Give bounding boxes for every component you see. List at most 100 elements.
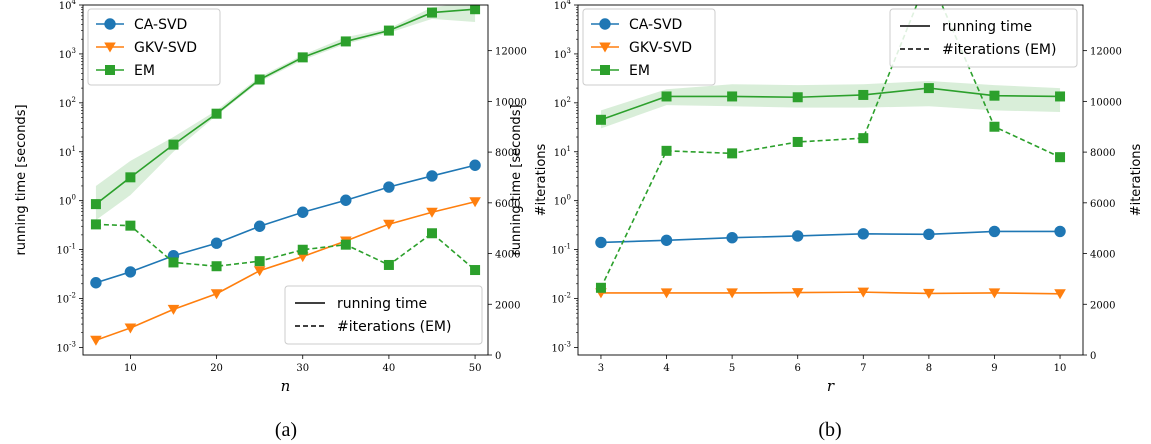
y2-tick-label: 0 <box>495 351 501 362</box>
data-point-2-4 <box>254 74 265 85</box>
data-point-0-0 <box>90 277 102 289</box>
y-tick-label: 10-2 <box>551 292 571 306</box>
data-point-2-7 <box>383 25 394 36</box>
y-tick-exponent: 4 <box>72 0 77 6</box>
panel-caption: (a) <box>275 419 297 441</box>
y2-tick-label: 6000 <box>495 199 520 210</box>
data-point-1-1 <box>124 323 137 334</box>
legend-series: CA-SVD GKV-SVD EM <box>87 8 221 86</box>
legend-marker <box>105 65 115 75</box>
x-tick-label: 6 <box>795 363 801 374</box>
legend-marker <box>600 65 610 75</box>
legend-marker <box>104 42 116 53</box>
x-tick-label: 4 <box>663 363 669 374</box>
series-line-2 <box>600 87 1061 121</box>
series-line-3 <box>95 223 476 271</box>
data-point-0-6 <box>988 225 1001 238</box>
data-point-1-0 <box>90 335 102 346</box>
data-point-2-6 <box>989 90 1000 101</box>
data-point-0-7 <box>383 181 395 193</box>
y2-tick-label: 8000 <box>1090 148 1115 159</box>
y-tick-exponent: -3 <box>564 340 571 348</box>
data-point-3-6 <box>989 121 1000 132</box>
confidence-band <box>600 80 1061 129</box>
data-point-0-4 <box>857 228 869 240</box>
data-point-3-6 <box>340 239 351 250</box>
y-tick-label: 10-2 <box>56 292 76 306</box>
legend-label: running time <box>942 19 1032 35</box>
y-tick-exponent: -1 <box>69 243 76 251</box>
legend-label: #iterations (EM) <box>942 42 1056 58</box>
data-point-1-2 <box>167 304 180 315</box>
data-point-0-2 <box>726 231 738 244</box>
x-tick-label: 30 <box>296 363 309 374</box>
x-tick-label: 50 <box>469 363 482 374</box>
y-tick-exponent: 4 <box>567 0 572 6</box>
y-tick-exponent: 0 <box>567 194 571 202</box>
y-tick-exponent: -1 <box>564 243 571 251</box>
data-point-1-6 <box>988 288 1001 299</box>
legend-linestyle: running time #iterations (EM) <box>889 8 1078 68</box>
legend-label: #iterations (EM) <box>337 319 451 335</box>
panel-a: 10 20 30 40 5010-310-210-1100101102103104020… <box>14 0 549 441</box>
data-point-0-0 <box>595 236 607 249</box>
data-point-1-8 <box>426 207 438 218</box>
y2-tick-label: 0 <box>1090 351 1096 362</box>
series-line-2 <box>95 8 476 205</box>
y2-tick-label: 2000 <box>1090 300 1115 311</box>
data-point-2-5 <box>297 52 308 63</box>
data-point-2-2 <box>727 91 738 102</box>
x-tick-label: 9 <box>991 363 997 374</box>
x-tick-label: 20 <box>210 363 223 374</box>
x-tick-label: 7 <box>860 363 866 374</box>
data-point-1-9 <box>469 197 481 208</box>
y2-tick-label: 8000 <box>495 148 520 159</box>
plot-frame <box>577 4 1084 356</box>
data-point-3-7 <box>383 259 394 270</box>
data-point-3-2 <box>168 257 179 268</box>
y-tick-label: 102 <box>554 96 571 110</box>
x-tick-label: 8 <box>926 363 932 374</box>
x-tick-label: 5 <box>729 363 735 374</box>
y2-axis-label: #iterations <box>1129 143 1144 216</box>
y-tick-exponent: -2 <box>69 292 76 300</box>
data-point-1-4 <box>857 287 870 298</box>
data-point-1-7 <box>383 219 395 230</box>
plot-frame <box>82 4 489 356</box>
data-point-0-6 <box>340 194 352 206</box>
series-line-1 <box>600 291 1061 295</box>
legend-box <box>284 285 483 345</box>
y2-tick-label: 2000 <box>495 300 520 311</box>
data-point-3-3 <box>792 136 803 147</box>
legend-box <box>889 8 1078 68</box>
y2-tick-label: 12000 <box>495 47 527 58</box>
data-point-1-4 <box>253 266 266 277</box>
data-point-3-7 <box>1055 152 1066 163</box>
series-line-0 <box>95 164 476 284</box>
data-point-3-3 <box>211 261 222 272</box>
y2-axis-label: #iterations <box>534 143 549 216</box>
data-point-3-4 <box>858 133 869 144</box>
y-tick-exponent: 1 <box>567 145 571 153</box>
y-tick-label: 10-3 <box>56 340 76 354</box>
data-point-0-4 <box>253 220 266 232</box>
legend-label: EM <box>134 63 155 79</box>
y-tick-label: 104 <box>554 0 572 12</box>
legend-box <box>582 8 716 86</box>
data-point-2-1 <box>661 91 672 102</box>
data-point-2-7 <box>1055 91 1066 102</box>
y-tick-label: 102 <box>59 96 76 110</box>
panel-b: 3 4 5 6 7 8 9 1010-310-210-11001011021031040200… <box>509 0 1144 441</box>
data-point-2-3 <box>211 108 222 119</box>
data-point-0-8 <box>426 170 438 182</box>
y-tick-label: 10-3 <box>551 340 571 354</box>
legend-label: CA-SVD <box>134 17 187 33</box>
y-tick-exponent: 3 <box>567 47 571 55</box>
legend-label: EM <box>629 63 650 79</box>
y2-tick-label: 10000 <box>495 97 527 108</box>
y-tick-label: 10-1 <box>56 243 76 257</box>
data-point-2-0 <box>595 114 606 125</box>
y-tick-exponent: -2 <box>564 292 571 300</box>
y-tick-exponent: 0 <box>72 194 76 202</box>
